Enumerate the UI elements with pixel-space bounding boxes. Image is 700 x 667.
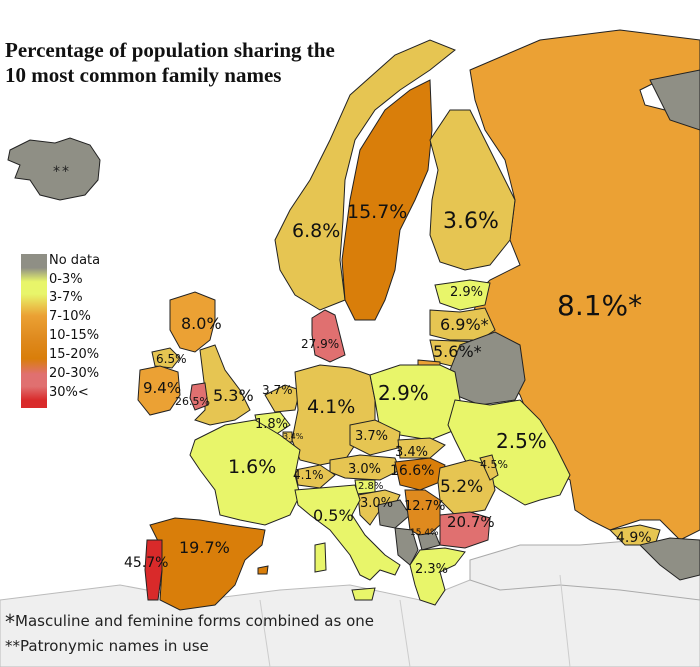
label-luxembourg: 3.4%: [283, 432, 304, 441]
ireland-region: [137, 365, 181, 416]
label-ireland: 9.4%: [143, 379, 182, 397]
label-norway: 6.8%: [292, 220, 341, 242]
label-ukraine: 2.5%: [496, 429, 547, 453]
russia-east-gray: [649, 69, 700, 131]
denmark-region: [311, 309, 346, 363]
iceland-label: **: [53, 164, 71, 180]
portugal-region: [144, 539, 163, 601]
finland-region: [429, 109, 516, 271]
sicily-region: [351, 587, 376, 601]
label-serbia: 12.7%: [404, 499, 446, 514]
single-star-text: Masculine and feminine forms combined as…: [15, 612, 374, 630]
label-moldova: 4.5%: [480, 458, 508, 471]
northern-ireland-region: [151, 347, 181, 369]
label-finland: 3.6%: [443, 209, 499, 234]
scotland-region: [169, 291, 216, 353]
double-star-marker: **: [5, 637, 20, 655]
label-north-macedonia: 15.4%: [410, 528, 439, 538]
italy-region: [294, 484, 401, 581]
label-slovakia: 3.4%: [395, 445, 429, 460]
bulgaria-region: [439, 511, 491, 549]
greece-region: [409, 547, 466, 606]
label-belgium: 1.8%: [255, 417, 289, 432]
footnote-double-star: **Patronymic names in use: [5, 637, 209, 655]
legend-item-10-15: 10-15%: [49, 328, 100, 343]
sweden-region: [341, 79, 433, 321]
north-africa-border: [259, 574, 571, 667]
single-star-marker: *: [5, 610, 15, 634]
label-netherlands: 3.7%: [262, 383, 293, 397]
label-northern-ireland: 6.5%: [156, 352, 187, 366]
ukraine-region: [447, 399, 571, 506]
sardinia-region: [314, 542, 327, 573]
label-greece: 2.3%: [415, 562, 449, 577]
label-switzerland: 4.1%: [293, 468, 324, 482]
armenia-azerbaijan-region: [639, 537, 700, 581]
legend-item-20-30: 20-30%: [49, 366, 100, 381]
legend-item-30-plus: 30%<: [49, 385, 89, 400]
wales-region: [189, 382, 209, 411]
serbia-region: [404, 489, 441, 539]
label-italy: 0.5%: [313, 506, 354, 525]
label-lithuania: 5.6%*: [433, 342, 482, 361]
label-austria: 3.0%: [348, 462, 382, 477]
label-croatia: 3.0%: [360, 496, 394, 511]
label-wales: 26.5%: [175, 395, 210, 408]
turkey-land: [469, 539, 700, 601]
balearic-region: [257, 565, 269, 575]
slovakia-region: [397, 437, 446, 459]
france-region: [189, 419, 301, 526]
label-czechia: 3.7%: [355, 429, 389, 444]
label-spain: 19.7%: [179, 538, 230, 557]
label-estonia: 2.9%: [450, 285, 484, 300]
label-scotland: 8.0%: [181, 314, 222, 333]
footnote-single-star: *Masculine and feminine forms combined a…: [5, 610, 374, 634]
legend-color-bar: [21, 254, 47, 408]
label-sweden: 15.7%: [347, 201, 408, 223]
label-denmark: 27.9%: [301, 337, 340, 351]
label-france: 1.6%: [228, 456, 277, 478]
legend-item-no-data: No data: [49, 253, 101, 268]
label-russia: 8.1%*: [557, 289, 643, 322]
estonia-region: [434, 279, 491, 311]
legend-item-7-10: 7-10%: [49, 309, 91, 324]
label-portugal: 45.7%: [124, 555, 169, 571]
iceland-region: [7, 137, 101, 201]
label-hungary: 16.6%: [390, 463, 435, 479]
legend-item-0-3: 0-3%: [49, 272, 83, 287]
label-romania: 5.2%: [440, 477, 484, 497]
bosnia-region: [377, 499, 411, 529]
label-georgia: 4.9%: [616, 530, 652, 546]
label-slovenia: 2.8%: [358, 481, 384, 492]
norway-region: [274, 39, 456, 311]
switzerland-region: [294, 464, 336, 489]
legend-item-3-7: 3-7%: [49, 290, 83, 305]
georgia-region: [608, 524, 661, 546]
chart-title: Percentage of population sharing the 10 …: [5, 38, 335, 87]
double-star-text: Patronymic names in use: [20, 637, 209, 655]
label-latvia: 6.9%*: [440, 315, 489, 334]
romania-region: [437, 459, 496, 516]
legend-item-15-20: 15-20%: [49, 347, 100, 362]
label-bulgaria: 20.7%: [447, 513, 495, 531]
label-germany: 4.1%: [307, 396, 356, 418]
label-england: 5.3%: [213, 386, 254, 405]
moldova-region: [479, 454, 499, 481]
label-poland: 2.9%: [378, 381, 429, 405]
albania-region: [394, 527, 419, 566]
czechia-region: [349, 419, 401, 456]
